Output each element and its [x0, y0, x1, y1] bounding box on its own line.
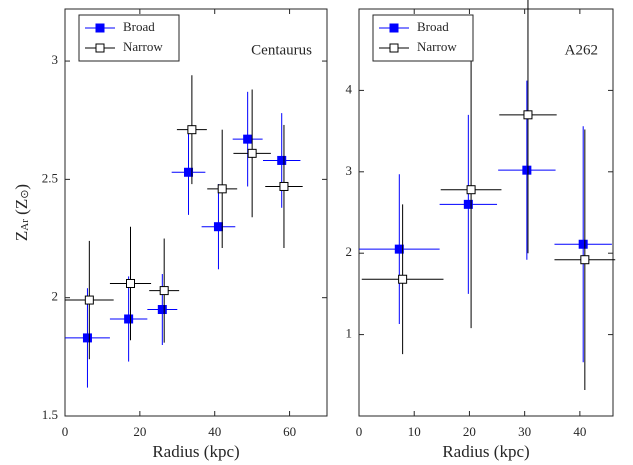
y-tick-label: 1	[346, 326, 353, 341]
legend-marker	[95, 43, 105, 53]
legend-label: Broad	[123, 19, 155, 34]
data-point	[84, 295, 94, 305]
data-point	[157, 305, 167, 315]
panel: 0 10 20 30 40 1 2 3 4 Radius (kpc) A262 Broad Narrow	[346, 0, 616, 461]
data-point	[466, 185, 476, 195]
y-axis-label-part: Z	[12, 231, 31, 241]
x-tick-label: 0	[356, 424, 363, 439]
plot-area	[358, 8, 614, 417]
x-tick-label: 0	[62, 424, 69, 439]
data-point	[184, 167, 194, 177]
y-tick-label: 1.5	[42, 407, 58, 422]
y-tick-label: 2	[52, 289, 59, 304]
x-tick-label: 20	[463, 424, 476, 439]
annotation: Centaurus	[251, 42, 312, 58]
data-point	[213, 222, 223, 232]
data-point	[82, 333, 92, 343]
data-point	[247, 148, 257, 158]
y-tick-label: 3	[52, 52, 59, 67]
legend-marker	[95, 23, 105, 33]
data-point	[126, 278, 135, 288]
annotation: A262	[565, 42, 598, 58]
legend-marker	[389, 23, 399, 33]
y-tick-label: 2	[346, 244, 353, 259]
y-axis-label-part: Ar	[19, 219, 31, 231]
data-point	[394, 244, 404, 254]
data-point	[277, 155, 287, 165]
legend-marker	[389, 43, 399, 53]
y-axis-label-part: (Z	[12, 199, 31, 219]
data-point	[522, 165, 532, 175]
data-point	[398, 274, 408, 284]
data-point	[159, 286, 169, 296]
x-tick-label: 10	[408, 424, 421, 439]
data-point	[217, 184, 227, 194]
data-point	[124, 314, 134, 324]
y-axis-label-part: )	[12, 184, 31, 190]
x-axis-label: Radius (kpc)	[442, 442, 529, 461]
data-point	[279, 181, 289, 191]
plot-area	[64, 8, 328, 417]
data-point	[187, 125, 197, 135]
x-tick-label: 30	[518, 424, 531, 439]
data-point	[463, 199, 473, 209]
x-tick-label: 40	[208, 424, 221, 439]
y-axis-label-part: ⊙	[19, 190, 31, 199]
x-tick-label: 40	[573, 424, 586, 439]
y-axis-label: ZAr (Z⊙)	[12, 184, 31, 241]
y-tick-label: 3	[346, 163, 353, 178]
legend-box	[372, 14, 474, 62]
legend-box	[78, 14, 180, 62]
panel: 0 20 40 60 1.5 2 2.5 3 Radius (kpc) ZAr (Z⊙) Centa…	[12, 8, 328, 461]
x-tick-label: 20	[133, 424, 146, 439]
data-point	[523, 110, 533, 120]
legend-label: Broad	[417, 19, 449, 34]
x-tick-label: 60	[283, 424, 296, 439]
data-point	[580, 255, 590, 265]
data-point	[578, 239, 588, 249]
legend-label: Narrow	[123, 39, 163, 54]
data-point	[243, 134, 253, 144]
y-tick-label: 4	[346, 81, 353, 96]
x-axis-label: Radius (kpc)	[152, 442, 239, 461]
y-tick-label: 2.5	[42, 170, 58, 185]
legend-label: Narrow	[417, 39, 457, 54]
